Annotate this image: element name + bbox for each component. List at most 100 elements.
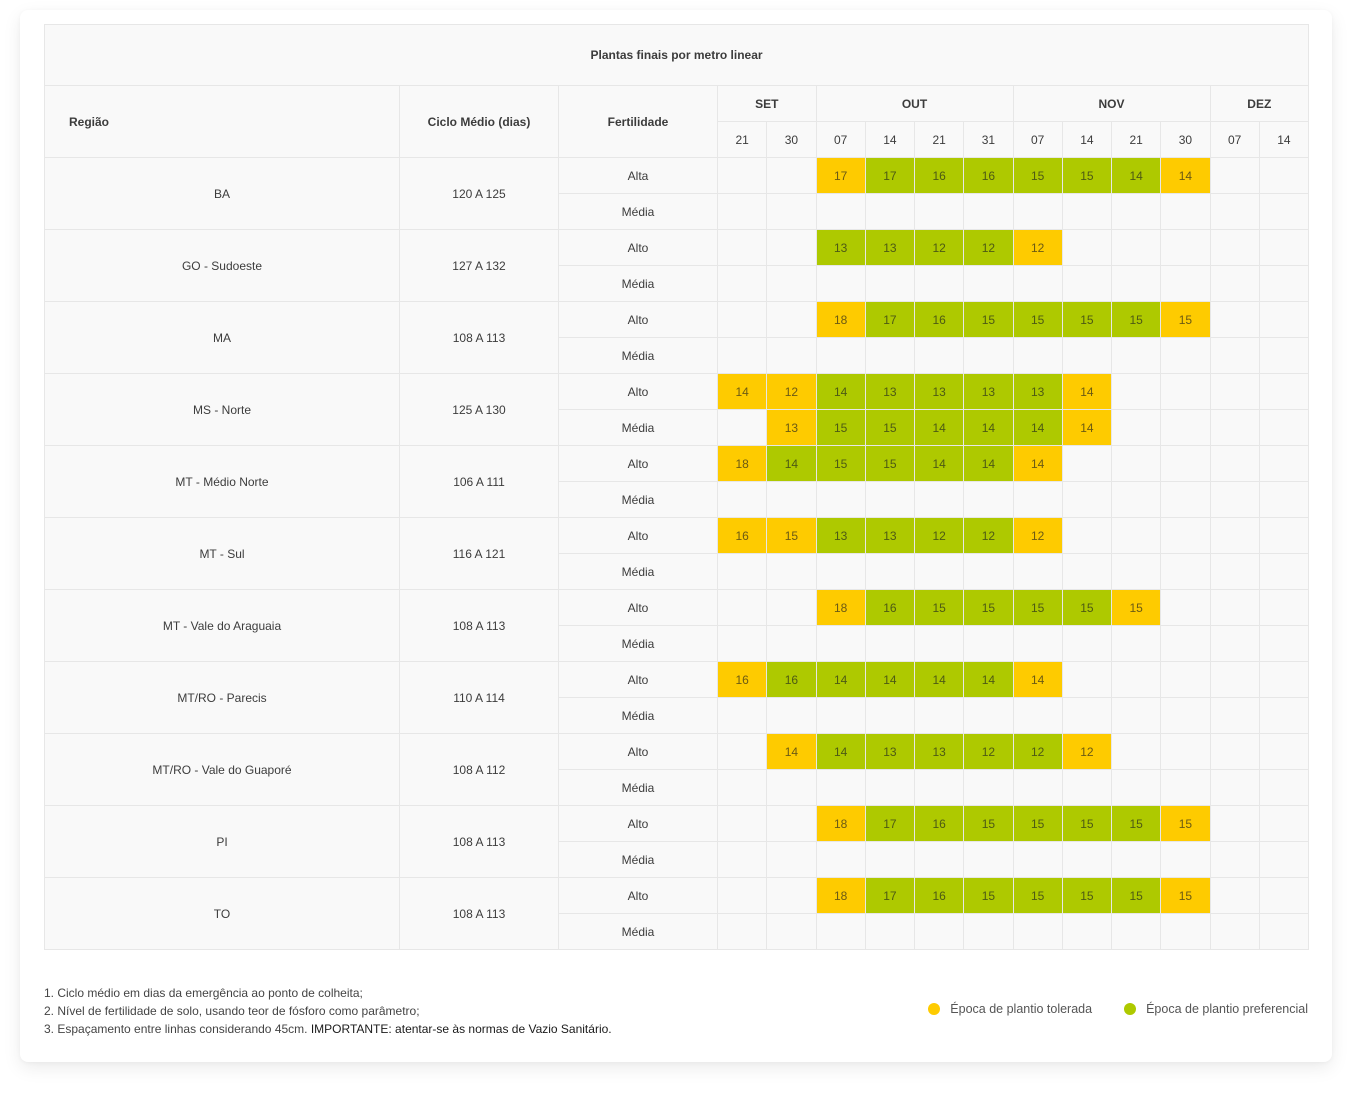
cell-empty	[766, 589, 817, 626]
fertility-level: Alta	[558, 157, 718, 194]
cell-preferred: 15	[1110, 877, 1162, 914]
cell-empty	[913, 841, 965, 878]
cycle-value: 106 A 111	[399, 445, 559, 518]
cell-empty	[1209, 877, 1260, 914]
cell-empty	[1110, 517, 1162, 554]
cell-preferred: 13	[913, 373, 965, 410]
region-name: MS - Norte	[44, 373, 400, 446]
cell-empty	[1012, 841, 1063, 878]
cell-tolerated: 16	[716, 661, 768, 698]
cell-empty	[766, 553, 817, 590]
header-cycle: Ciclo Médio (dias)	[399, 85, 559, 158]
cell-empty	[716, 553, 768, 590]
footnote-1: 1. Ciclo médio em dias da emergência ao …	[44, 986, 363, 1000]
cell-empty	[1061, 265, 1113, 302]
cell-preferred: 15	[815, 445, 866, 482]
cell-preferred: 15	[963, 877, 1014, 914]
cell-empty	[716, 481, 768, 518]
cell-empty	[716, 157, 768, 194]
cell-empty	[1110, 265, 1162, 302]
cell-empty	[766, 841, 817, 878]
cell-empty	[1012, 481, 1063, 518]
cell-empty	[1061, 661, 1113, 698]
cell-preferred: 15	[864, 445, 916, 482]
cell-preferred: 14	[913, 445, 965, 482]
table-row: Média	[45, 913, 1310, 950]
day-header: 14	[1061, 121, 1113, 158]
fertility-level: Alto	[558, 373, 718, 410]
fertility-level: Média	[558, 841, 718, 878]
fertility-level: Alto	[558, 733, 718, 770]
cell-empty	[1160, 769, 1211, 806]
cell-empty	[864, 193, 916, 230]
cell-tolerated: 15	[766, 517, 817, 554]
cell-empty	[815, 697, 866, 734]
cell-empty	[815, 337, 866, 374]
cell-tolerated: 15	[1110, 589, 1162, 626]
table-row: BA 120 A 125 Alta 17 17 16 16 15 15 14 14	[44, 157, 1310, 230]
cell-empty	[1258, 553, 1310, 590]
cycle-value: 108 A 113	[399, 805, 559, 878]
cell-preferred: 14	[766, 445, 817, 482]
cell-empty	[1012, 193, 1063, 230]
fertility-level: Alto	[558, 301, 718, 338]
fertility-level: Alto	[558, 589, 718, 626]
cell-empty	[1258, 373, 1310, 410]
fertility-level: Alto	[558, 229, 718, 266]
table-row: MT/RO - Vale do Guaporé 108 A 112 Alto 14 14…	[44, 733, 1310, 806]
cell-empty	[864, 481, 916, 518]
cell-preferred: 15	[1110, 301, 1162, 338]
footnote-3-text: 3. Espaçamento entre linhas considerando…	[44, 1022, 311, 1036]
table-row: Média 13 15 15 14 14 14 14	[45, 409, 1310, 446]
cell-empty	[1160, 841, 1211, 878]
cell-empty	[1061, 481, 1113, 518]
table-row: Média	[45, 265, 1310, 302]
cell-empty	[963, 481, 1014, 518]
day-header: 21	[1110, 121, 1162, 158]
cell-empty	[1160, 733, 1211, 770]
cell-empty	[716, 697, 768, 734]
cell-preferred: 15	[1110, 805, 1162, 842]
cell-preferred: 12	[913, 229, 965, 266]
cell-tolerated: 18	[815, 589, 866, 626]
cell-empty	[1209, 301, 1260, 338]
legend: Época de plantio tolerada Época de plant…	[896, 1002, 1308, 1016]
cell-empty	[1258, 301, 1310, 338]
cell-empty	[1160, 409, 1211, 446]
cell-empty	[864, 913, 916, 950]
cell-empty	[913, 769, 965, 806]
cell-preferred: 16	[766, 661, 817, 698]
cell-preferred: 13	[963, 373, 1014, 410]
cell-empty	[1012, 769, 1063, 806]
cell-empty	[1209, 805, 1260, 842]
cell-empty	[1209, 733, 1260, 770]
cell-tolerated: 12	[1061, 733, 1113, 770]
cell-empty	[1258, 625, 1310, 662]
table-title: Plantas finais por metro linear	[43, 24, 1310, 86]
table-row: MT - Médio Norte 106 A 111 Alto 18 14 15 15 14 1…	[44, 445, 1310, 518]
cell-preferred: 14	[1012, 409, 1063, 446]
cell-preferred: 16	[913, 157, 965, 194]
cell-empty	[766, 229, 817, 266]
header-fertility: Fertilidade	[558, 85, 718, 158]
cell-empty	[963, 265, 1014, 302]
cycle-value: 116 A 121	[399, 517, 559, 590]
cell-empty	[1209, 697, 1260, 734]
cell-preferred: 15	[864, 409, 916, 446]
cell-preferred: 15	[1012, 877, 1063, 914]
cell-empty	[1258, 805, 1310, 842]
cell-empty	[1061, 697, 1113, 734]
cell-empty	[1110, 193, 1162, 230]
cell-preferred: 16	[963, 157, 1014, 194]
cell-preferred: 13	[1012, 373, 1063, 410]
cell-tolerated: 18	[716, 445, 768, 482]
cell-empty	[963, 769, 1014, 806]
cell-empty	[1209, 661, 1260, 698]
fertility-level: Alto	[558, 445, 718, 482]
fertility-level: Média	[558, 265, 718, 302]
cell-preferred: 15	[963, 301, 1014, 338]
cell-preferred: 15	[1012, 301, 1063, 338]
cell-empty	[1209, 913, 1260, 950]
cell-preferred: 16	[864, 589, 916, 626]
cell-empty	[1110, 409, 1162, 446]
